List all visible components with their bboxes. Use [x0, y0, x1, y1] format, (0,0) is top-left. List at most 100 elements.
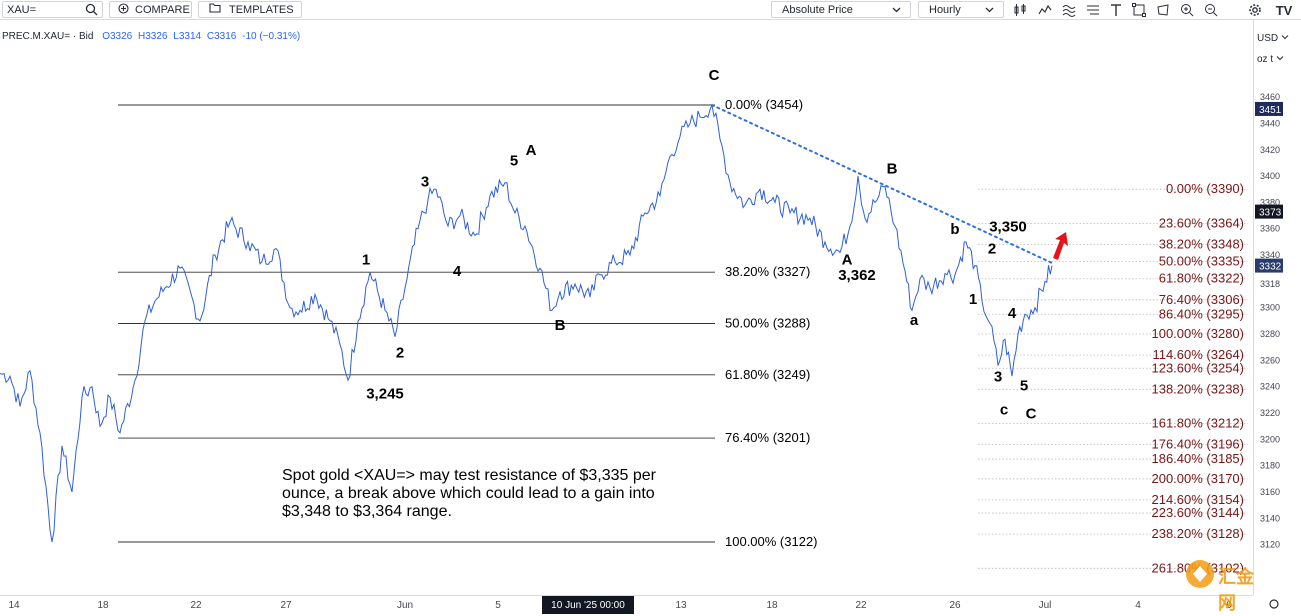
- compare-label: COMPARE: [135, 3, 190, 16]
- crosshair-time-badge: [542, 596, 634, 614]
- time-tick-label: 18: [766, 600, 778, 611]
- wave-label: 2: [988, 241, 996, 258]
- price-tick-label: 3160: [1260, 487, 1280, 497]
- price-tick-label: 3280: [1260, 329, 1280, 339]
- time-tick-label: 4: [1135, 600, 1141, 611]
- time-tick-label: 26: [949, 600, 961, 611]
- fib-left-label: 50.00% (3288): [725, 316, 810, 331]
- fib-right-label: 176.40% (3196): [1151, 437, 1244, 452]
- candles-icon[interactable]: [1012, 2, 1028, 18]
- price-tick-label: 3200: [1260, 434, 1280, 444]
- chevron-down-icon: [984, 4, 995, 18]
- resistance-trendline: [711, 104, 1053, 264]
- close-value: C3316: [206, 31, 237, 42]
- search-icon[interactable]: [85, 3, 98, 19]
- price-marker-label: 3373: [1259, 208, 1282, 219]
- price-tick-label: 3460: [1260, 92, 1280, 102]
- time-tick-label: 14: [8, 600, 20, 611]
- indicators-icon[interactable]: [1037, 2, 1053, 18]
- wave-label: C: [709, 67, 720, 84]
- settings-gear-icon[interactable]: [1247, 2, 1263, 18]
- price-tick-label: 3400: [1260, 171, 1280, 181]
- fib-right-label: 86.40% (3295): [1159, 306, 1244, 321]
- watermark-text: 汇金网: [1218, 567, 1254, 613]
- zoom-in-icon[interactable]: [1179, 2, 1195, 18]
- price-tick-label: 3180: [1260, 461, 1280, 471]
- fib-right-label: 214.60% (3154): [1151, 492, 1244, 507]
- interval-value: Hourly: [929, 3, 961, 16]
- wave-label: A: [526, 142, 537, 159]
- compare-button[interactable]: COMPARE: [109, 1, 192, 18]
- templates-button[interactable]: TEMPLATES: [198, 1, 302, 18]
- wave-lines-icon[interactable]: [1061, 2, 1077, 18]
- currency-selector[interactable]: USD: [1257, 33, 1289, 44]
- price-tick-label: 3220: [1260, 408, 1280, 418]
- unit-label: oz t: [1257, 54, 1274, 65]
- horizontal-line-icon[interactable]: [1085, 2, 1101, 18]
- price-tick-label: 3260: [1260, 355, 1280, 365]
- price-tick-label: 3300: [1260, 303, 1280, 313]
- interval-select[interactable]: Hourly: [918, 1, 1004, 18]
- price-marker-badge: [1255, 101, 1283, 116]
- price-marker-label: 3451: [1259, 105, 1282, 116]
- watermark-logo: 汇金网: [1184, 556, 1258, 613]
- time-tick-label: Jul: [1039, 600, 1052, 611]
- tradingview-logo-icon: TV: [1275, 2, 1293, 18]
- chart-annotation-text: Spot gold <XAU=> may test resistance of …: [282, 467, 656, 520]
- price-tick-label: 3120: [1260, 540, 1280, 550]
- price-marker-badge: [1255, 258, 1283, 273]
- time-tick-label: 13: [675, 600, 687, 611]
- fib-right-label: 186.40% (3185): [1151, 451, 1244, 466]
- fib-right-label: 123.60% (3254): [1151, 360, 1244, 375]
- price-tick-label: 3140: [1260, 513, 1280, 523]
- fib-right-label: 76.40% (3306): [1159, 292, 1244, 307]
- wave-label: 4: [1008, 305, 1017, 322]
- wave-label: b: [950, 221, 959, 238]
- fib-left-label: 76.40% (3201): [725, 430, 810, 445]
- chevron-down-icon: [891, 4, 902, 18]
- wave-label: C: [1026, 405, 1037, 422]
- price-tick-label: 3420: [1260, 145, 1280, 155]
- price-mode-select[interactable]: Absolute Price: [771, 1, 911, 18]
- fib-right-label: 38.20% (3348): [1159, 237, 1244, 252]
- price-mode-value: Absolute Price: [782, 3, 853, 16]
- price-chart[interactable]: 0.00% (3454) 38.20% (3327) 50.00% (3288) 61…: [0, 20, 1301, 615]
- price-tick-label: 3318: [1260, 279, 1280, 289]
- time-tick-label: 5: [495, 600, 501, 611]
- time-tick-label: 27: [280, 600, 292, 611]
- wave-label: B: [887, 160, 898, 177]
- unit-selector[interactable]: oz t: [1257, 54, 1284, 65]
- axis-settings-icon: [1269, 599, 1279, 609]
- open-value: O3326: [102, 31, 133, 42]
- fib-right-label: 23.60% (3364): [1159, 215, 1244, 230]
- wave-label: A: [842, 251, 853, 268]
- wave-label: c: [1000, 401, 1008, 418]
- rectangle-tool-icon[interactable]: [1131, 2, 1147, 18]
- zoom-out-icon[interactable]: [1203, 2, 1219, 18]
- fib-right-label: 200.00% (3170): [1151, 471, 1244, 486]
- time-tick-label: Jun: [397, 600, 413, 611]
- chevron-down-icon: [1276, 56, 1284, 61]
- price-marker-badge: [1255, 204, 1283, 219]
- up-arrow-icon: [1053, 232, 1068, 260]
- fib-left-label: 61.80% (3249): [725, 367, 810, 382]
- fib-right-label: 223.60% (3144): [1151, 505, 1244, 520]
- fib-right-label: 138.20% (3238): [1151, 381, 1244, 396]
- wave-label: a: [910, 312, 919, 329]
- wave-label: 3,245: [366, 386, 404, 403]
- time-tick-label: 10 Jun '25 00:00: [551, 600, 625, 611]
- wave-label: 5: [1020, 378, 1028, 395]
- wave-label: 5: [510, 153, 518, 170]
- wave-label: 3,350: [989, 218, 1027, 235]
- text-tool-icon[interactable]: [1108, 2, 1124, 18]
- price-tick-label: 3340: [1260, 250, 1280, 260]
- wave-label: 3,362: [838, 267, 876, 284]
- shape-tool-icon[interactable]: [1155, 2, 1171, 18]
- wave-label: 3: [421, 174, 429, 191]
- symbol-search-box[interactable]: XAU=: [2, 1, 103, 18]
- fib-left-label: 38.20% (3327): [725, 264, 810, 279]
- fib-right-label: 161.80% (3212): [1151, 416, 1244, 431]
- chevron-down-icon: [1281, 35, 1289, 40]
- fib-right-label: 0.00% (3390): [1166, 181, 1244, 196]
- symbol-input[interactable]: XAU=: [7, 3, 37, 16]
